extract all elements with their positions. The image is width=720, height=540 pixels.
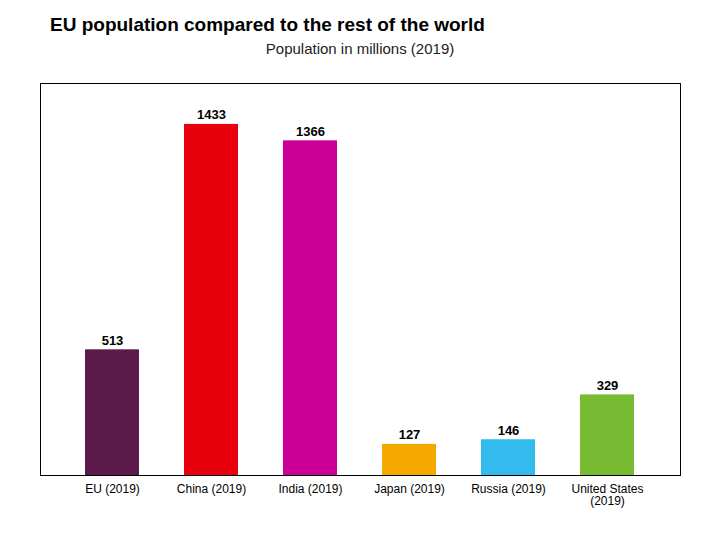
svg-text:329: 329 [597, 378, 619, 393]
html-text:Population in millions (2019): Population in millions (2019) [265, 40, 455, 57]
svg-text:Japan (2019): Japan (2019) [374, 482, 445, 496]
svg-text:1433: 1433 [197, 107, 226, 122]
svg-text:United States(2019): United States(2019) [571, 482, 643, 508]
svg-text:EU (2019): EU (2019) [85, 482, 140, 496]
svg-text:Russia (2019): Russia (2019) [471, 482, 546, 496]
svg-text:513: 513 [102, 333, 124, 348]
svg-text:India (2019): India (2019) [278, 482, 342, 496]
svg-text:1366: 1366 [296, 124, 325, 139]
svg-text:China (2019): China (2019) [177, 482, 246, 496]
html-text:EU population compared to the: EU population compared to the rest of th… [50, 14, 485, 35]
svg-text:146: 146 [498, 423, 520, 438]
svg-text:127: 127 [399, 427, 421, 442]
